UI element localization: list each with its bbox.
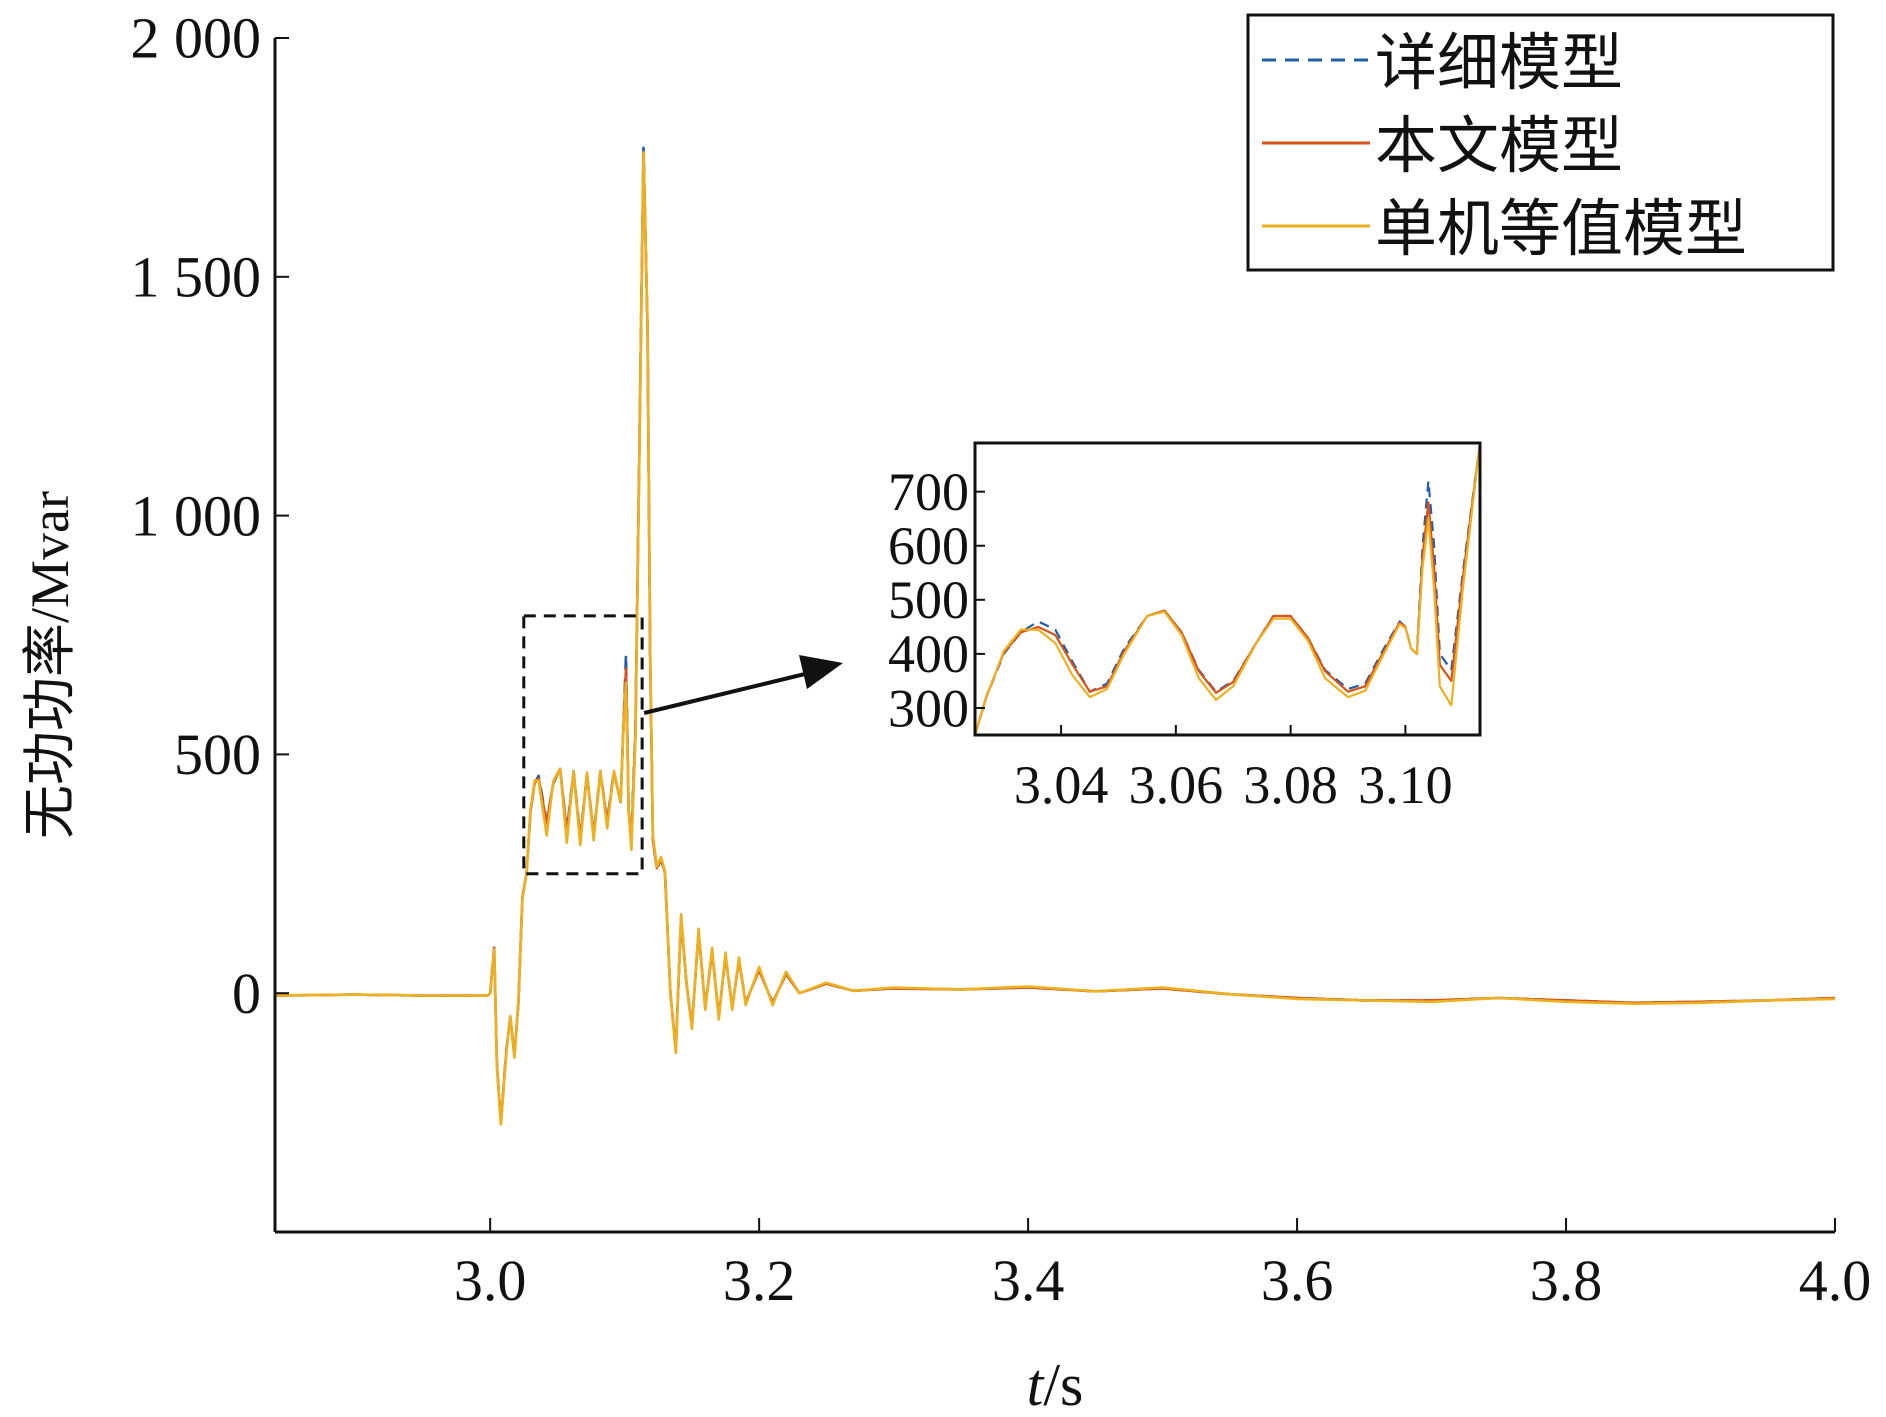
inset-series-group <box>975 443 1480 735</box>
main-series-group <box>275 146 1835 1126</box>
main-y-tick-label: 500 <box>174 722 261 787</box>
x-axis-title-var: t <box>1027 1352 1045 1417</box>
x-axis-title: t/s <box>1027 1352 1084 1417</box>
main-plot: 3.0 3.2 3.4 3.6 3.8 4.0 0 500 1 000 1 500 2 000 t/s… <box>20 6 1871 1417</box>
inset-x-tick-label: 3.10 <box>1358 755 1453 815</box>
main-x-tick-label: 3.4 <box>992 1248 1065 1313</box>
main-y-tick-label: 0 <box>232 961 261 1026</box>
zoom-arrow-shaft <box>643 671 810 715</box>
main-x-tick-label: 3.0 <box>454 1248 527 1313</box>
inset-x-tick-label: 3.06 <box>1129 755 1224 815</box>
inset-y-tick-label: 600 <box>888 516 969 576</box>
inset-series-line-3 <box>975 443 1480 735</box>
main-y-tick-label: 1 500 <box>131 245 262 310</box>
zoom-region-box <box>522 614 843 876</box>
main-x-tick-label: 3.2 <box>723 1248 796 1313</box>
y-axis-title: 无功功率/Mvar <box>20 491 80 839</box>
main-x-tick-label: 3.6 <box>1261 1248 1334 1313</box>
main-series-line-3 <box>275 151 1835 1126</box>
inset-axes-frame <box>973 441 1482 737</box>
inset-x-tick-label: 3.04 <box>1014 755 1109 815</box>
inset-series-line-2 <box>975 443 1480 735</box>
zoom-arrow-head <box>799 655 843 689</box>
inset-y-tick-label: 500 <box>888 570 969 630</box>
legend-label-3: 单机等值模型 <box>1375 192 1747 265</box>
main-x-tick-label: 3.8 <box>1530 1248 1603 1313</box>
main-y-tick-label: 2 000 <box>131 6 262 71</box>
x-axis-title-unit: /s <box>1043 1352 1083 1417</box>
main-y-tick-label: 1 000 <box>131 483 262 548</box>
inset-y-tick-label: 700 <box>888 462 969 522</box>
main-x-tick-label: 4.0 <box>1799 1248 1872 1313</box>
inset-y-tick-label: 400 <box>888 624 969 684</box>
zoom-region-rect <box>522 614 644 876</box>
inset-x-tick-label: 3.08 <box>1243 755 1338 815</box>
inset-y-tick-label: 300 <box>888 678 969 738</box>
legend-label-2: 本文模型 <box>1375 109 1623 182</box>
legend-label-1: 详细模型 <box>1375 26 1623 99</box>
